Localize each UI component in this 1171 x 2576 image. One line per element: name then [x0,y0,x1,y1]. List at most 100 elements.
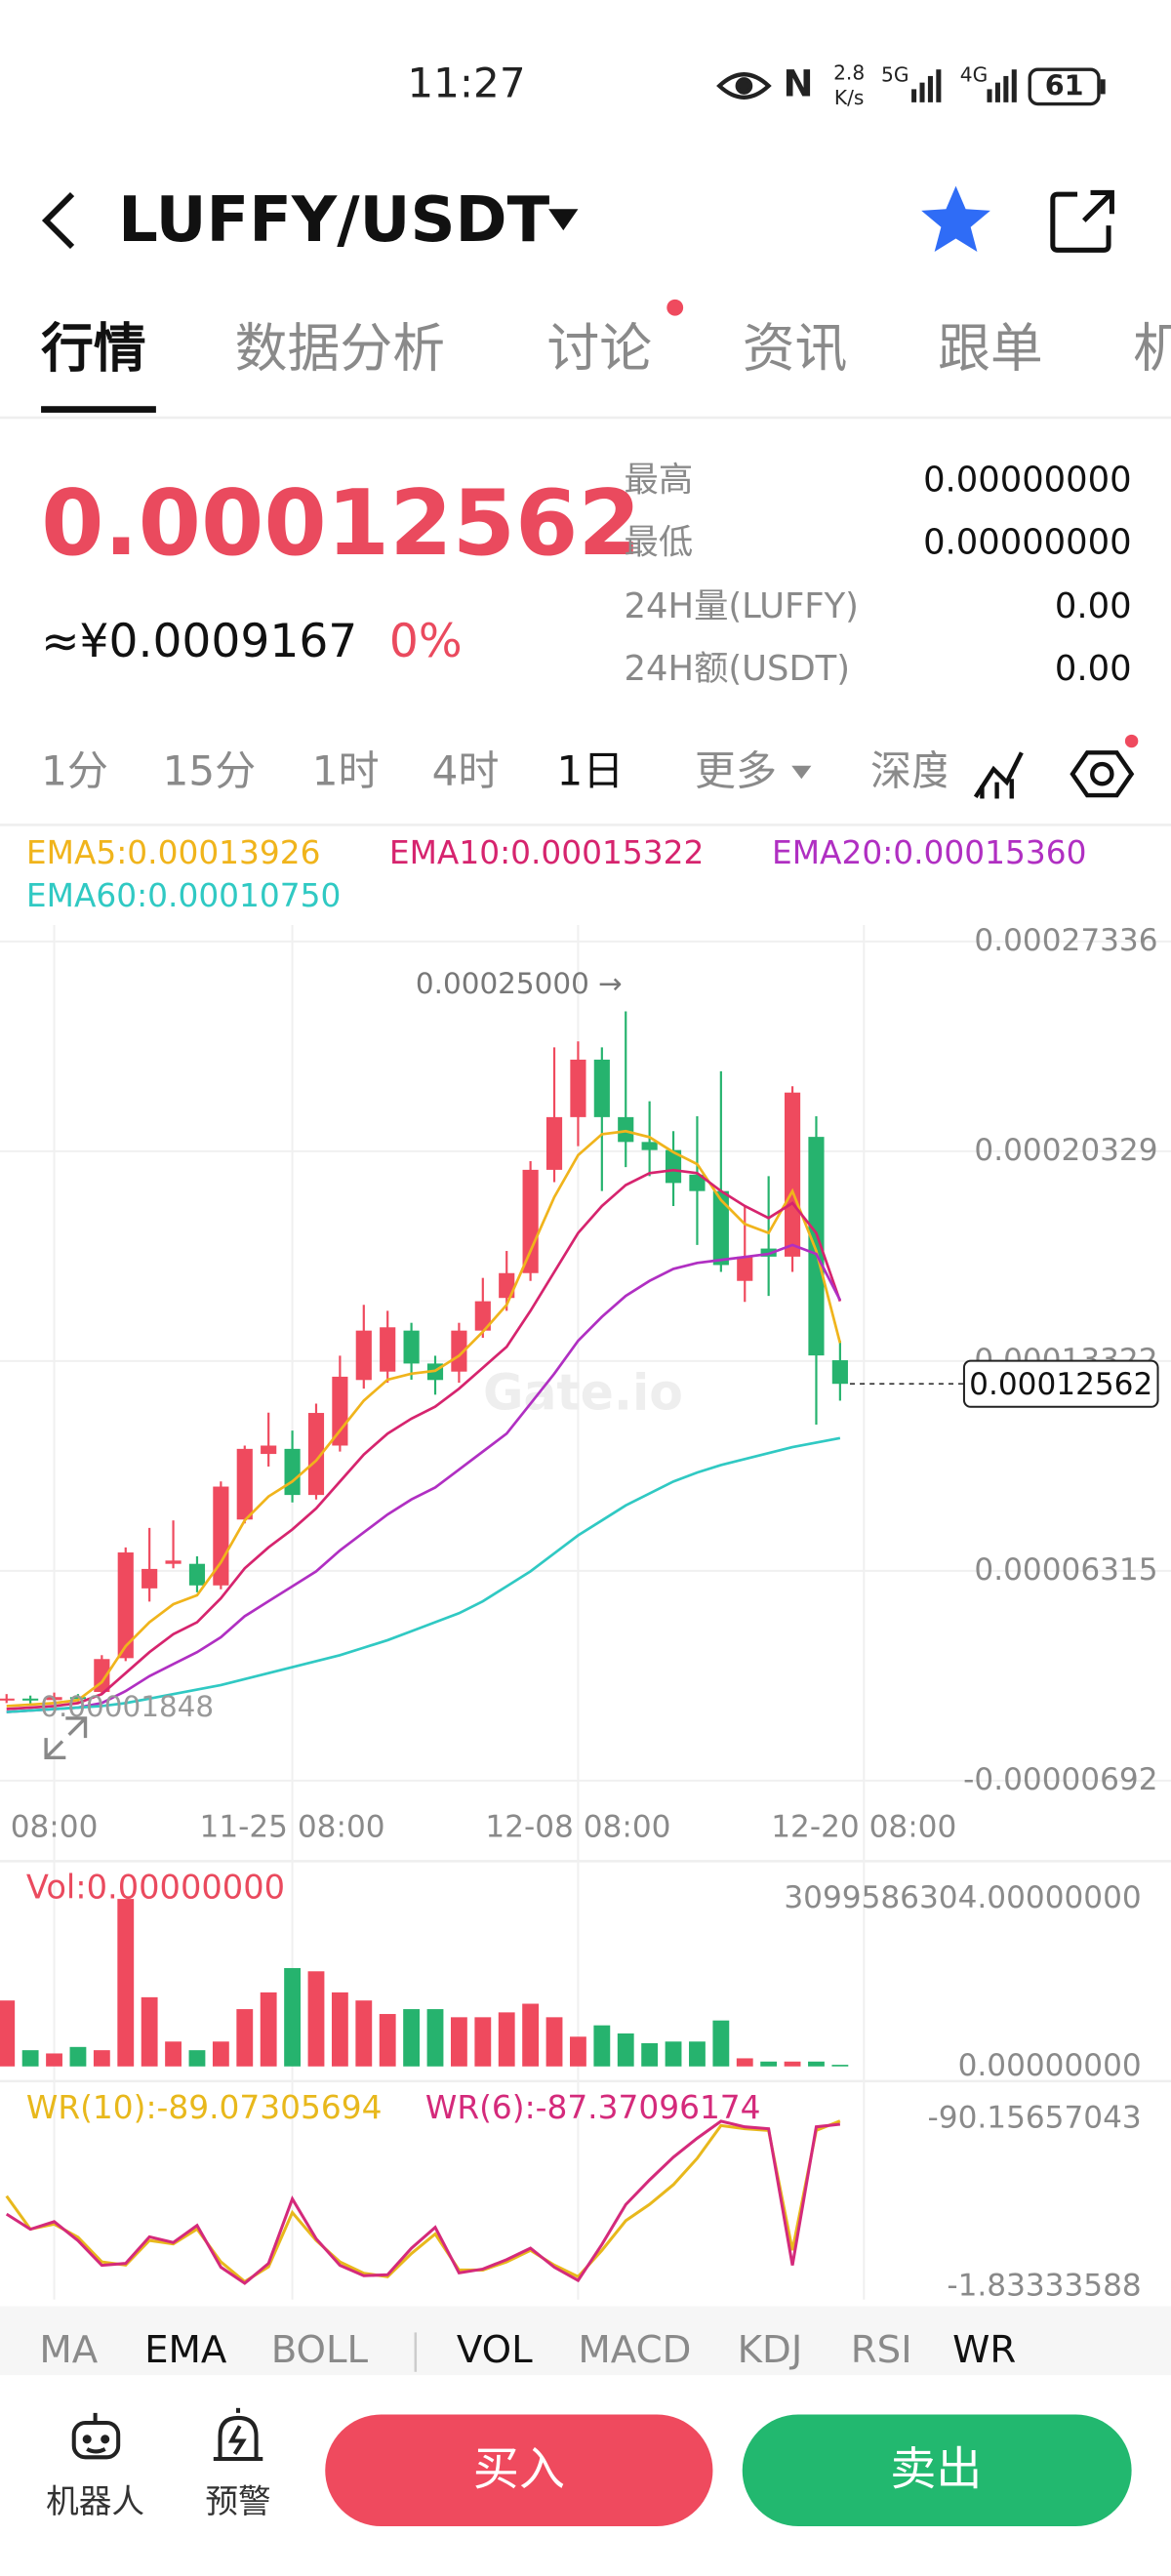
nfc-icon: N [783,63,813,105]
charts: 08:00 11-25 08:00 12-08 08:00 12-20 08:00 Ga… [0,834,1171,2303]
volume-bar [141,1996,158,2067]
status-time: 11:27 [407,60,525,107]
stat-label: 最低 [625,523,694,563]
wr-line [5,2119,841,2285]
tab[interactable]: 资讯 [743,317,848,379]
volume-bar [307,1971,325,2067]
last-price-label: 0.00012562 [969,1367,1152,1402]
indicator-tab[interactable]: BOLL [271,2328,369,2372]
battery-tip [1100,79,1106,95]
y-tick-label: 3099586304.00000000 [784,1880,1141,1915]
interval[interactable]: 15分 [163,747,257,795]
interval[interactable]: 1分 [41,747,108,795]
volume-bar [808,2061,825,2067]
more-dropdown[interactable] [791,765,812,780]
eye-icon [716,72,772,100]
stat-label: 最高 [625,461,694,501]
robot-label[interactable]: 机器人 [46,2482,144,2520]
indicator-tab[interactable]: MA [39,2328,98,2372]
indicator-tab[interactable]: WR [952,2328,1016,2372]
pair-dropdown[interactable] [548,209,579,231]
volume-bar [355,2000,373,2067]
favorite-star[interactable] [921,185,990,253]
volume-bar [689,2041,706,2067]
fullscreen-button[interactable] [44,1716,88,1760]
pair-title[interactable]: LUFFY/USDT [118,184,549,257]
sell-button[interactable] [742,2414,1132,2527]
interval[interactable]: 1时 [312,747,380,795]
candle-body [188,1563,206,1586]
candle-body [570,1059,586,1117]
candle-body [403,1330,420,1364]
candle-body [284,1448,301,1496]
candle-body [141,1568,158,1589]
interval-bar: 1分 15分 1时 4时 1日 更多 深度 [41,747,952,795]
settings-button[interactable] [1070,750,1135,798]
notification-dot [666,299,684,316]
candle-body [0,1698,15,1701]
y-tick-label: 0.00020329 [974,1133,1157,1168]
alert-label[interactable]: 预警 [205,2482,270,2520]
y-tick-label: 0.00000000 [958,2048,1142,2083]
x-tick-label: 12-08 08:00 [485,1810,670,1845]
indicator-tab[interactable]: VOL [457,2328,533,2372]
candle-body [641,1142,658,1150]
candle-body [236,1448,253,1520]
legend-entry: EMA20:0.00015360 [772,834,1086,871]
candle-body [808,1137,825,1356]
volume-bar [498,2012,515,2067]
legend-entry: WR(10):-89.07305694 [26,2089,383,2126]
indicator-tab[interactable]: EMA [144,2328,227,2372]
signal-icon [911,69,942,102]
last-price-box [962,1359,1159,1408]
candle-body [46,1697,62,1701]
volume-bar [403,2009,421,2067]
robot-icon[interactable] [71,2412,121,2460]
candle-body [593,1059,610,1117]
alert-icon[interactable] [213,2407,263,2462]
tab[interactable]: 机 [1133,317,1171,379]
stat-value: 0.00000000 [923,523,1132,563]
volume-bar [260,1992,277,2067]
volume-bar [165,2041,182,2067]
indicator-tab[interactable]: RSI [851,2328,912,2372]
back-button[interactable] [41,192,75,250]
indicator-tab[interactable]: MACD [578,2328,691,2372]
stat-value: 0.00 [1055,586,1132,626]
network-4g: 4G [960,62,989,86]
y-tick-label: 0.00027336 [974,923,1157,958]
candle-body [22,1698,39,1701]
sell-label[interactable]: 卖出 [890,2442,982,2496]
price-change: 0% [389,615,463,668]
candle-body [261,1445,277,1455]
volume-bar [641,2042,659,2067]
candle-body [499,1272,515,1299]
candle-body [474,1301,491,1331]
wr-line [5,2119,841,2284]
legend-entry: EMA5:0.00013926 [26,834,321,871]
volume-bar [593,2025,611,2067]
buy-label[interactable]: 买入 [473,2442,565,2496]
y-tick-label: -0.00000692 [963,1762,1157,1797]
interval[interactable]: 深度 [870,747,952,795]
tab[interactable]: 跟单 [938,317,1043,379]
interval[interactable]: 更多 [695,747,777,795]
share-button[interactable] [1050,189,1114,253]
y-tick-label: 0.00006315 [974,1552,1157,1588]
candle-body [784,1092,801,1257]
chart-style-button[interactable] [973,751,1024,799]
interval[interactable]: 4时 [432,747,500,795]
tab[interactable]: 数据分析 [235,317,445,379]
volume-bar [784,2061,801,2067]
ema-line [6,1436,841,1713]
stat-value: 0.00 [1055,649,1132,689]
legend-entry: WR(6):-87.37096174 [425,2089,761,2126]
indicator-tab[interactable]: KDJ [738,2328,803,2372]
candle-body [117,1552,134,1659]
tab[interactable]: 行情 [41,317,146,379]
tab[interactable]: 讨论 [546,317,652,379]
y-tick-label: -90.15657043 [928,2101,1142,2136]
buy-button[interactable] [325,2414,713,2527]
interval[interactable]: 1日 [557,747,625,795]
volume-bar [665,2041,682,2067]
